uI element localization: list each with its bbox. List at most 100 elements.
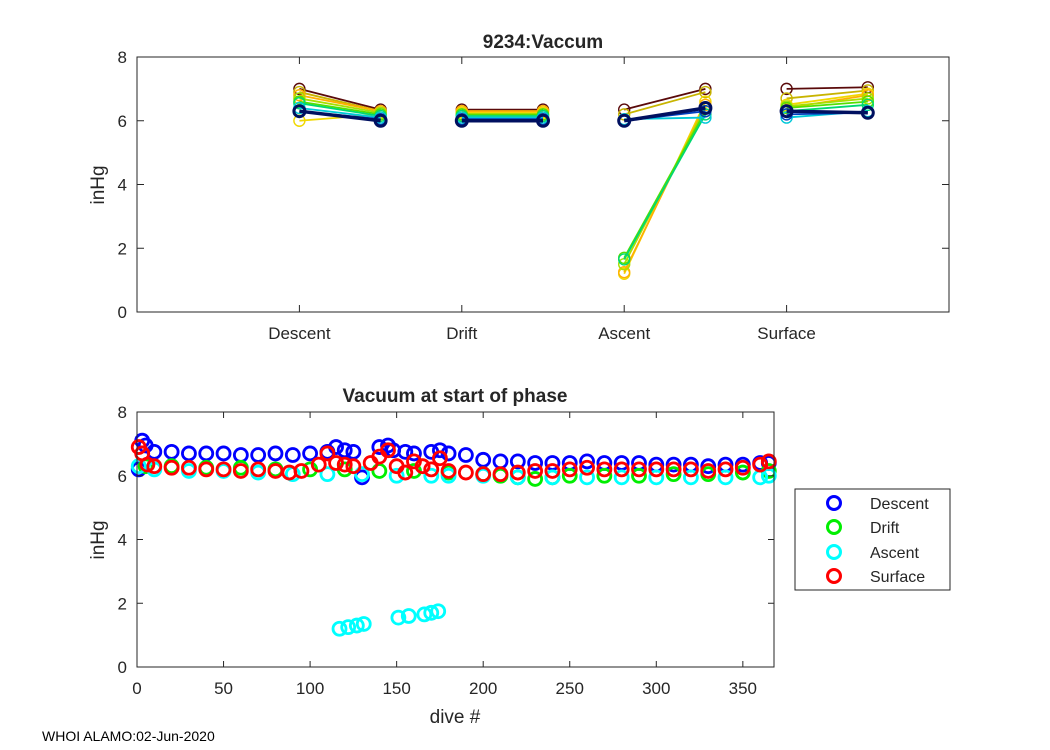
top-series-segment bbox=[623, 110, 707, 259]
scatter-point-ascent bbox=[354, 466, 370, 483]
scatter-point-surface bbox=[665, 461, 682, 478]
legend-marker-surface bbox=[826, 568, 842, 584]
scatter-point-surface bbox=[509, 464, 526, 481]
scatter-point-ascent bbox=[440, 467, 457, 484]
scatter-point-descent bbox=[397, 443, 414, 460]
top-series-point bbox=[861, 89, 874, 102]
top-series-segment bbox=[299, 109, 381, 123]
bottom-ytick-label: 0 bbox=[118, 658, 127, 677]
top-series-point bbox=[779, 104, 794, 119]
legend-marker-descent bbox=[826, 495, 842, 511]
scatter-point-ascent bbox=[683, 469, 699, 486]
bottom-chart-xlabel: dive # bbox=[430, 707, 481, 728]
top-ytick-label: 4 bbox=[118, 176, 127, 195]
scatter-point-surface bbox=[310, 456, 327, 473]
scatter-point-surface bbox=[579, 459, 595, 476]
top-series-segment bbox=[623, 106, 706, 123]
scatter-point-surface bbox=[760, 453, 777, 470]
top-series-point bbox=[860, 105, 875, 120]
scatter-point-ascent bbox=[717, 469, 734, 486]
scatter-point-descent bbox=[509, 453, 526, 470]
legend-marker-drift bbox=[826, 519, 842, 535]
top-xtick-label: Descent bbox=[268, 324, 331, 343]
scatter-point-descent bbox=[215, 445, 232, 462]
top-series-segment bbox=[786, 100, 868, 109]
scatter-point-surface bbox=[596, 461, 613, 478]
scatter-point-ascent bbox=[509, 469, 526, 486]
scatter-point-surface bbox=[648, 461, 665, 478]
top-ytick-label: 8 bbox=[118, 48, 127, 67]
scatter-point-surface bbox=[380, 442, 396, 459]
top-series-segment bbox=[786, 86, 868, 90]
scatter-point-descent bbox=[700, 458, 717, 475]
scatter-point-descent bbox=[267, 445, 284, 462]
scatter-point-ascent bbox=[355, 616, 372, 632]
top-series-segment bbox=[786, 97, 868, 108]
scatter-point-descent bbox=[579, 453, 595, 470]
bottom-ytick-label: 4 bbox=[118, 531, 127, 550]
scatter-point-surface bbox=[717, 461, 734, 478]
legend-label-ascent: Ascent bbox=[870, 545, 919, 562]
top-series-point bbox=[617, 113, 632, 128]
legend-label-drift: Drift bbox=[870, 520, 900, 537]
scatter-point-surface bbox=[163, 459, 180, 476]
top-series-segment bbox=[786, 92, 868, 106]
scatter-point-surface bbox=[319, 445, 336, 462]
bottom-xtick-label: 350 bbox=[729, 679, 757, 698]
top-series-segment bbox=[299, 97, 381, 114]
top-series-segment bbox=[623, 113, 707, 260]
top-series-point bbox=[699, 82, 712, 96]
scatter-point-surface bbox=[345, 458, 362, 475]
top-xtick-label: Drift bbox=[446, 324, 477, 343]
legend: Descent Drift Ascent Surface bbox=[794, 488, 951, 591]
legend-label-surface: Surface bbox=[870, 569, 925, 586]
top-chart-data bbox=[292, 81, 875, 280]
scatter-point-ascent bbox=[544, 469, 561, 486]
scatter-point-ascent bbox=[388, 467, 405, 484]
bottom-chart-ticks: 0 2 4 6 8 0 50 100 150 200 250 300 350 bbox=[118, 403, 774, 698]
top-series-point bbox=[699, 95, 712, 108]
scatter-point-ascent bbox=[319, 466, 336, 483]
top-series-segment bbox=[623, 88, 706, 111]
scatter-point-ascent bbox=[390, 609, 407, 626]
scatter-point-surface bbox=[250, 461, 267, 478]
scatter-point-surface bbox=[683, 461, 699, 478]
scatter-point-surface bbox=[328, 455, 344, 471]
bottom-xtick-label: 100 bbox=[296, 679, 324, 698]
scatter-point-surface bbox=[139, 456, 156, 473]
scatter-point-ascent bbox=[648, 469, 665, 486]
scatter-point-surface bbox=[631, 461, 647, 478]
top-chart: 9234:Vaccum inHg 0 2 4 6 8 Descent Drift Ascent… bbox=[88, 32, 950, 343]
top-series-point bbox=[861, 92, 874, 105]
scatter-point-surface bbox=[544, 463, 561, 479]
scatter-point-surface bbox=[397, 464, 414, 481]
scatter-point-descent bbox=[457, 447, 474, 463]
top-series-point bbox=[780, 82, 793, 96]
scatter-point-surface bbox=[561, 461, 578, 478]
top-series-segment bbox=[299, 102, 381, 117]
scatter-point-ascent bbox=[331, 620, 348, 637]
top-series-point bbox=[293, 89, 306, 102]
scatter-point-surface bbox=[198, 461, 215, 478]
bottom-xtick-label: 250 bbox=[556, 679, 584, 698]
scatter-point-ascent bbox=[416, 606, 433, 623]
top-series-segment bbox=[786, 89, 868, 100]
scatter-point-surface bbox=[293, 463, 310, 479]
bottom-xtick-label: 0 bbox=[132, 679, 141, 698]
scatter-point-drift bbox=[665, 466, 682, 483]
scatter-point-drift bbox=[734, 464, 751, 481]
top-ytick-label: 0 bbox=[118, 303, 127, 322]
top-ytick-label: 2 bbox=[118, 239, 127, 258]
top-xtick-label: Ascent bbox=[598, 324, 650, 343]
scatter-point-drift bbox=[631, 467, 647, 484]
scatter-point-surface bbox=[734, 459, 751, 476]
bottom-xtick-label: 150 bbox=[382, 679, 410, 698]
scatter-point-drift bbox=[596, 467, 613, 484]
scatter-point-ascent bbox=[400, 608, 417, 624]
bottom-chart-data bbox=[130, 432, 777, 637]
scatter-point-surface bbox=[423, 461, 440, 478]
top-series-segment bbox=[299, 94, 381, 113]
scatter-point-drift bbox=[561, 467, 578, 484]
top-series-point bbox=[618, 265, 631, 279]
